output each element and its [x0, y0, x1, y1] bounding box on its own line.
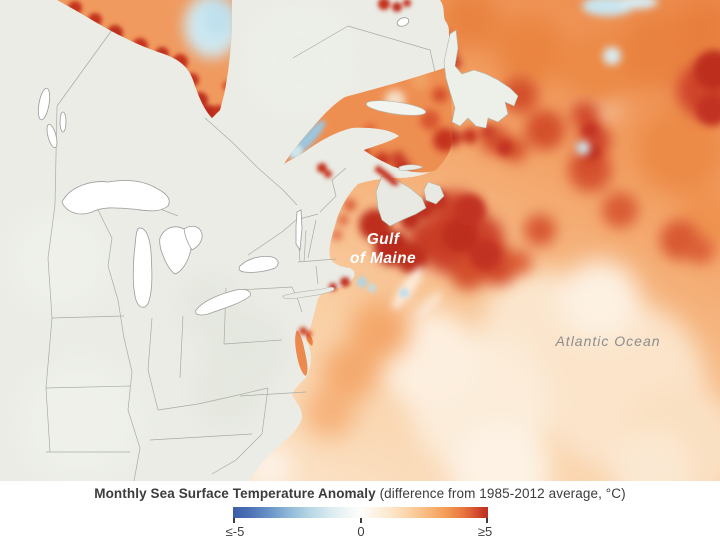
colorbar-label-max: ≥5 — [477, 524, 493, 539]
cape-breton — [423, 181, 445, 205]
anticosti-island — [365, 100, 427, 116]
map-labels: Gulf of Maine Atlantic Ocean — [350, 231, 660, 349]
legend-title-bold: Monthly Sea Surface Temperature Anomaly — [94, 486, 376, 501]
newfoundland — [443, 29, 519, 129]
islands — [282, 29, 519, 299]
prince-edward-island — [398, 164, 424, 171]
colorbar-tick-min — [233, 518, 235, 523]
atlantic-ocean-label: Atlantic Ocean — [554, 333, 660, 349]
colorbar-tick-max — [486, 518, 488, 523]
bay-of-fundy — [374, 165, 400, 186]
map-canvas: Gulf of Maine Atlantic Ocean — [0, 0, 720, 520]
legend-title-note: (difference from 1985-2012 average, °C) — [375, 486, 626, 501]
colorbar-label-min: ≤-5 — [225, 524, 245, 539]
long-island — [282, 286, 335, 299]
coastal-bays — [295, 165, 400, 376]
nova-scotia — [375, 175, 427, 227]
legend: Monthly Sea Surface Temperature Anomaly … — [0, 481, 720, 543]
coastal-accents — [317, 0, 411, 298]
colorbar-tick-zero — [360, 518, 362, 523]
great-lakes — [37, 17, 410, 316]
sea-surface-temperature-map: Gulf of Maine Atlantic Ocean — [0, 0, 720, 520]
chesapeake-bay — [295, 330, 308, 376]
colorbar-gradient: ≤-5 0 ≥5 — [226, 507, 492, 539]
gulf-of-maine-label-line1: Gulf — [367, 231, 401, 248]
legend-title: Monthly Sea Surface Temperature Anomaly … — [0, 486, 720, 501]
colorbar-label-zero: 0 — [357, 524, 365, 539]
state-borders — [45, 25, 436, 482]
gulf-of-maine-label-line2: of Maine — [350, 250, 416, 267]
